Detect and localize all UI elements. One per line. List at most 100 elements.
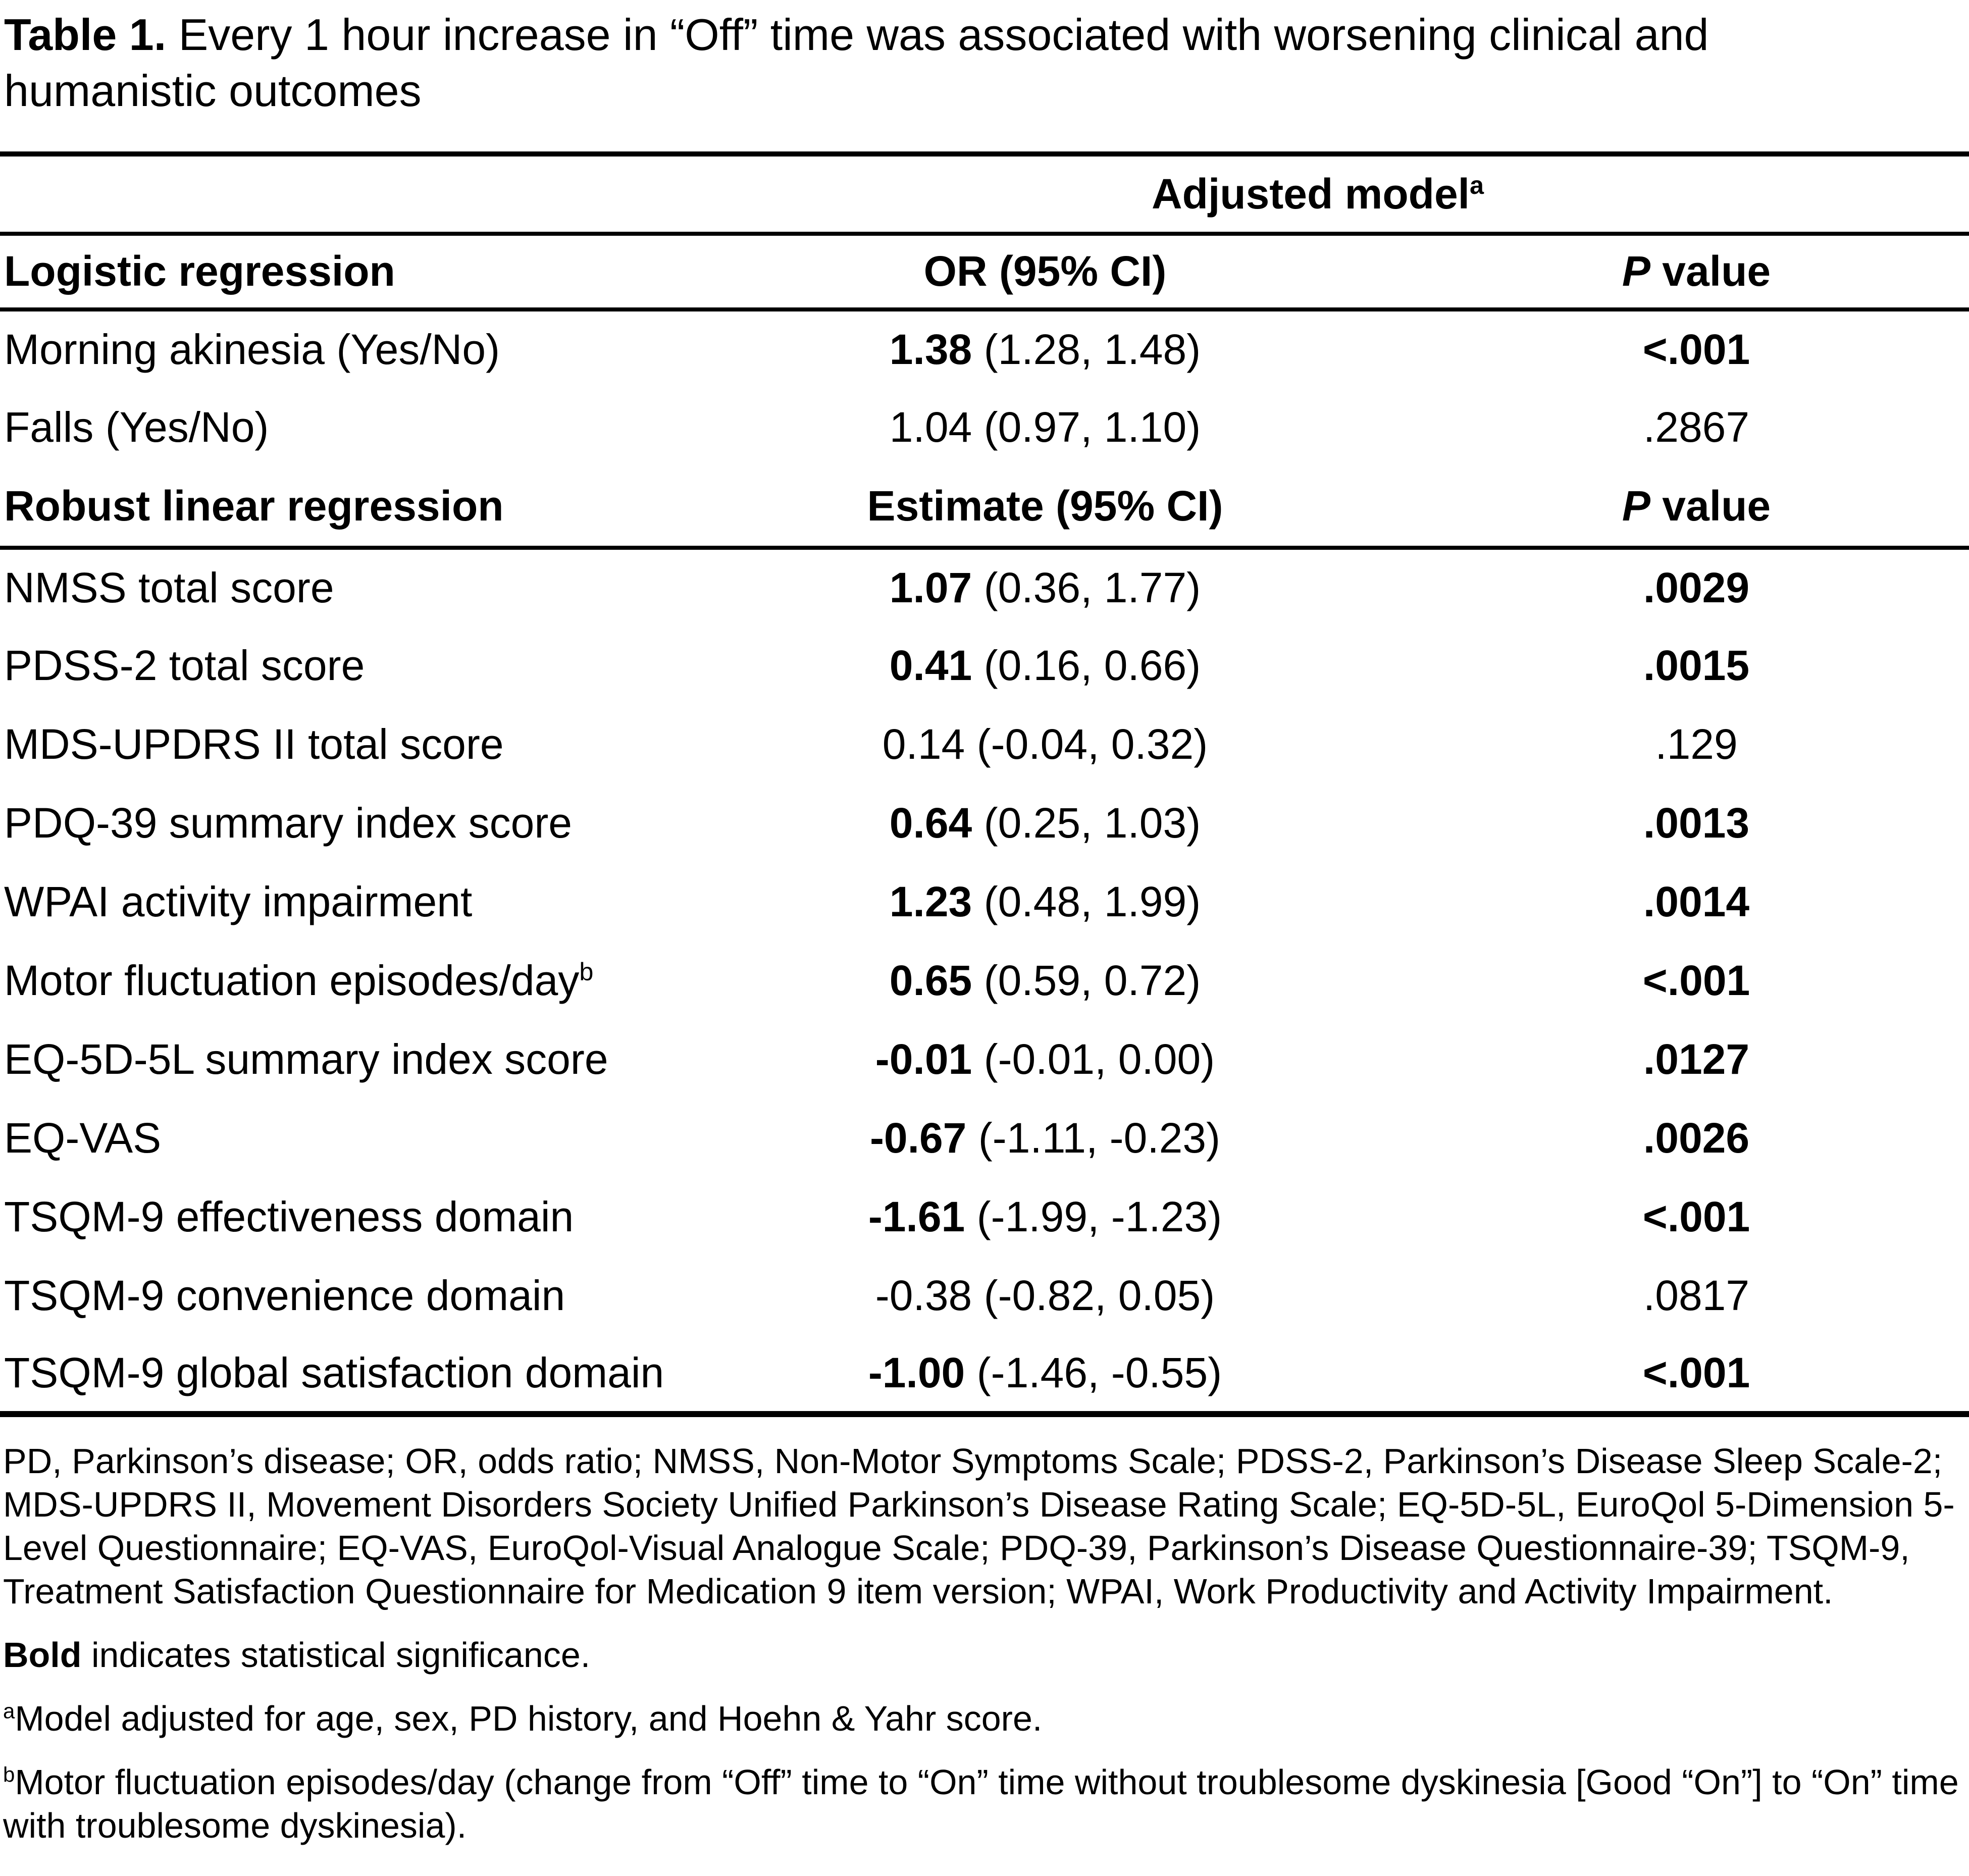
p-value: .0013 <box>1643 799 1750 847</box>
p-value: .0026 <box>1643 1114 1750 1162</box>
adjusted-model-header-row: Adjusted modela <box>0 151 1969 236</box>
ci-value: (-1.11, -0.23) <box>978 1114 1221 1162</box>
p-value: .0014 <box>1643 878 1750 926</box>
results-table: Adjusted modela Logistic regression OR (… <box>0 151 1969 1417</box>
estimate-cell: 1.04 (0.97, 1.10) <box>666 388 1424 467</box>
table-row-eqvas: EQ-VAS -0.67 (-1.11, -0.23) .0026 <box>0 1099 1969 1178</box>
table-title-text: Every 1 hour increase in “Off” time was … <box>4 10 1709 116</box>
ci-value: (0.48, 1.99) <box>983 878 1201 926</box>
estimate-cell: -0.67 (-1.11, -0.23) <box>666 1099 1424 1178</box>
ci-value: (0.25, 1.03) <box>983 799 1201 847</box>
table-row-falls: Falls (Yes/No) 1.04 (0.97, 1.10) .2867 <box>0 388 1969 467</box>
ci-value: (-0.01, 0.00) <box>983 1035 1215 1083</box>
table-row-motor-fluctuation: Motor fluctuation episodes/dayb 0.65 (0.… <box>0 942 1969 1020</box>
estimate-cell: -0.01 (-0.01, 0.00) <box>666 1020 1424 1099</box>
p-rest: value <box>1650 247 1771 295</box>
row-label: TSQM-9 convenience domain <box>4 1272 565 1320</box>
row-label: Falls (Yes/No) <box>4 403 269 451</box>
ci-value: (0.36, 1.77) <box>983 564 1201 612</box>
p-value: .0029 <box>1643 564 1750 612</box>
row-label: EQ-VAS <box>4 1114 162 1162</box>
estimate-value: 1.07 <box>889 564 972 612</box>
row-label: TSQM-9 global satisfaction domain <box>0 1335 666 1417</box>
table-row-nmss: NMSS total score 1.07 (0.36, 1.77) .0029 <box>0 548 1969 627</box>
p-italic: P <box>1622 247 1650 295</box>
footnote-abbreviations: PD, Parkinson’s disease; OR, odds ratio;… <box>3 1441 1955 1611</box>
estimate-value: -0.67 <box>869 1114 967 1162</box>
row-label: Motor fluctuation episodes/dayb <box>4 957 594 1005</box>
row-label: EQ-5D-5L summary index score <box>4 1035 608 1083</box>
footnote-bold-significance: Bold indicates statistical significance. <box>3 1633 1959 1677</box>
section-header-robust-linear-regression: Robust linear regression <box>0 466 666 550</box>
superscript-a: a <box>3 1699 15 1723</box>
estimate-cell: 1.07 (0.36, 1.77) <box>666 548 1424 627</box>
estimate-cell: 0.14 (-0.04, 0.32) <box>666 705 1424 784</box>
row-label: WPAI activity impairment <box>4 878 473 926</box>
table-row-wpai: WPAI activity impairment 1.23 (0.48, 1.9… <box>0 863 1969 942</box>
table-row-tsqm9-convenience: TSQM-9 convenience domain -0.38 (-0.82, … <box>0 1257 1969 1335</box>
row-label: Morning akinesia (Yes/No) <box>4 326 500 374</box>
estimate-value: -1.61 <box>868 1193 965 1241</box>
row-label: TSQM-9 effectiveness domain <box>4 1193 574 1241</box>
estimate-cell: 0.41 (0.16, 0.66) <box>666 627 1424 705</box>
estimate-cell: -1.00 (-1.46, -0.55) <box>666 1335 1424 1417</box>
estimate-value: 1.04 <box>889 403 972 451</box>
table-row-pdq39: PDQ-39 summary index score 0.64 (0.25, 1… <box>0 784 1969 863</box>
bold-note-rest: indicates statistical significance. <box>81 1635 591 1675</box>
ci-value: (-1.99, -1.23) <box>976 1193 1222 1241</box>
row-label: PDQ-39 summary index score <box>4 799 573 847</box>
adjusted-model-header: Adjusted modela <box>666 151 1969 236</box>
p-value: <.001 <box>1642 1193 1750 1241</box>
table-row-mds-updrs: MDS-UPDRS II total score 0.14 (-0.04, 0.… <box>0 705 1969 784</box>
p-rest: value <box>1650 482 1771 530</box>
superscript-b: b <box>579 957 594 986</box>
footnotes: PD, Parkinson’s disease; OR, odds ratio;… <box>0 1439 1959 1847</box>
robust-header-row: Robust linear regression Estimate (95% C… <box>0 466 1969 550</box>
estimate-cell: 0.64 (0.25, 1.03) <box>666 784 1424 863</box>
column-header-or-ci: OR (95% CI) <box>666 233 1424 311</box>
ci-value: (0.59, 0.72) <box>983 957 1201 1005</box>
p-value: .0817 <box>1643 1272 1750 1320</box>
estimate-value: -0.01 <box>875 1035 972 1083</box>
superscript-a: a <box>1470 170 1484 199</box>
table-row-morning-akinesia: Morning akinesia (Yes/No) 1.38 (1.28, 1.… <box>0 309 1969 388</box>
bold-word: Bold <box>3 1635 82 1675</box>
ci-value: (1.28, 1.48) <box>983 326 1201 374</box>
footnote-a-text: Model adjusted for age, sex, PD history,… <box>15 1698 1043 1738</box>
p-value: .129 <box>1655 720 1738 768</box>
p-value: <.001 <box>1642 957 1750 1005</box>
estimate-cell: 1.38 (1.28, 1.48) <box>666 309 1424 388</box>
table-row-tsqm9-effectiveness: TSQM-9 effectiveness domain -1.61 (-1.99… <box>0 1178 1969 1257</box>
footnote-b-text: Motor fluctuation episodes/day (change f… <box>3 1762 1959 1845</box>
estimate-cell: 1.23 (0.48, 1.99) <box>666 863 1424 942</box>
logistic-header-row: Logistic regression OR (95% CI) P value <box>0 233 1969 311</box>
table-row-eq5d5l: EQ-5D-5L summary index score -0.01 (-0.0… <box>0 1020 1969 1099</box>
row-label: MDS-UPDRS II total score <box>4 720 504 768</box>
column-header-estimate-ci: Estimate (95% CI) <box>666 466 1424 550</box>
p-value: <.001 <box>1424 1335 1969 1417</box>
estimate-value: 0.65 <box>889 957 972 1005</box>
ci-value: (-0.04, 0.32) <box>976 720 1208 768</box>
section-header-logistic-regression: Logistic regression <box>0 233 666 311</box>
adjusted-model-label: Adjusted model <box>1151 170 1470 218</box>
row-label: PDSS-2 total score <box>4 642 365 690</box>
estimate-value: 1.38 <box>889 326 972 374</box>
ci-value: (-0.82, 0.05) <box>983 1272 1215 1320</box>
estimate-cell: -1.61 (-1.99, -1.23) <box>666 1178 1424 1257</box>
table-row-pdss2: PDSS-2 total score 0.41 (0.16, 0.66) .00… <box>0 627 1969 705</box>
table-title-label: Table 1. <box>4 10 167 60</box>
ci-value: (-1.46, -0.55) <box>976 1349 1222 1397</box>
column-header-p-value: P value <box>1424 233 1969 311</box>
estimate-value: 0.41 <box>889 642 972 690</box>
p-value: .2867 <box>1643 403 1750 451</box>
empty-cell <box>0 151 666 236</box>
column-header-p-value: P value <box>1424 466 1969 550</box>
row-label: NMSS total score <box>4 564 334 612</box>
estimate-cell: -0.38 (-0.82, 0.05) <box>666 1257 1424 1335</box>
p-value: .0127 <box>1643 1035 1750 1083</box>
ci-value: (0.16, 0.66) <box>983 642 1201 690</box>
p-value: <.001 <box>1642 326 1750 374</box>
table-row-tsqm9-global: TSQM-9 global satisfaction domain -1.00 … <box>0 1335 1969 1417</box>
estimate-value: 0.14 <box>882 720 965 768</box>
